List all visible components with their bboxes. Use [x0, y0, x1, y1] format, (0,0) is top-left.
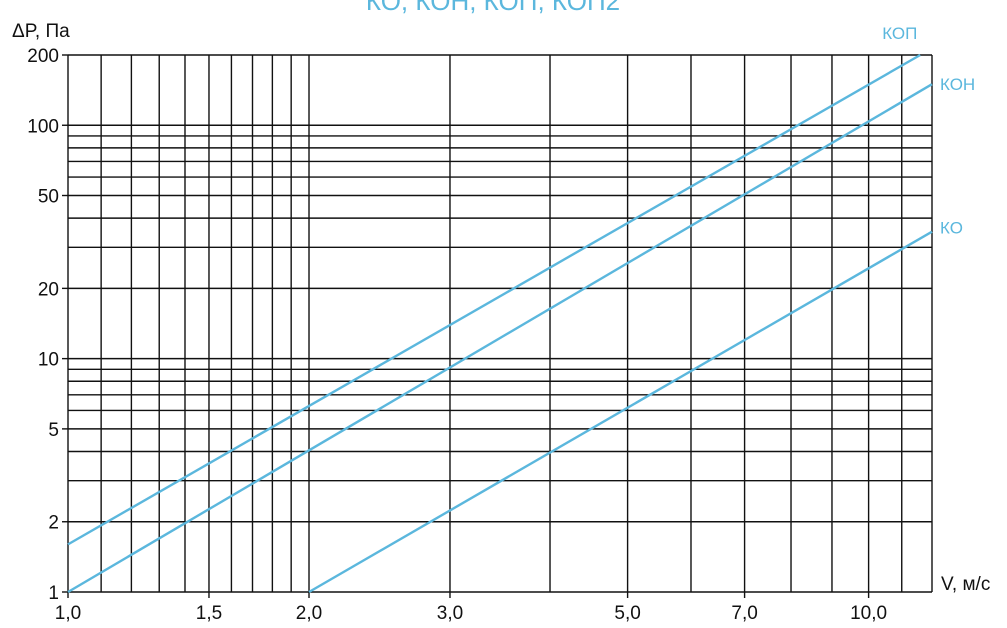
y-tick-label: 100: [27, 116, 59, 137]
y-tick-label: 1: [48, 583, 59, 604]
series-line-КО: [308, 230, 933, 594]
y-tick-label: 200: [27, 46, 59, 67]
grid: [62, 54, 933, 598]
series-label-КОП: КОП: [882, 24, 917, 43]
y-tick-label: 5: [48, 420, 59, 441]
series-labels: КОП КОН КО: [882, 24, 975, 238]
y-tick-label: 2: [48, 513, 59, 534]
y-tick-label: 10: [38, 350, 59, 371]
series-line-КОП: [67, 53, 921, 546]
series-lines: [67, 53, 933, 594]
x-tick-label: 10,0: [850, 603, 887, 624]
series-line-КОН: [67, 83, 933, 594]
y-tick-labels: 1 2 5 10 20 50 100 200: [27, 46, 59, 604]
series-label-КО: КО: [940, 219, 963, 238]
x-axis-label: V, м/с: [941, 574, 990, 595]
x-tick-label: 1,0: [55, 603, 81, 624]
y-tick-label: 20: [38, 279, 59, 300]
y-axis-label: ΔP, Па: [12, 21, 70, 42]
x-tick-labels: 1,0 1,5 2,0 3,0 5,0 7,0 10,0: [55, 603, 887, 624]
x-tick-label: 3,0: [437, 603, 463, 624]
x-tick-label: 2,0: [296, 603, 322, 624]
chart-title: КО, КОН, КОП, КОП2: [366, 0, 620, 16]
series-label-КОН: КОН: [940, 75, 975, 94]
x-tick-label: 5,0: [614, 603, 640, 624]
y-tick-label: 50: [38, 187, 59, 208]
x-tick-label: 1,5: [196, 603, 222, 624]
x-tick-label: 7,0: [731, 603, 757, 624]
